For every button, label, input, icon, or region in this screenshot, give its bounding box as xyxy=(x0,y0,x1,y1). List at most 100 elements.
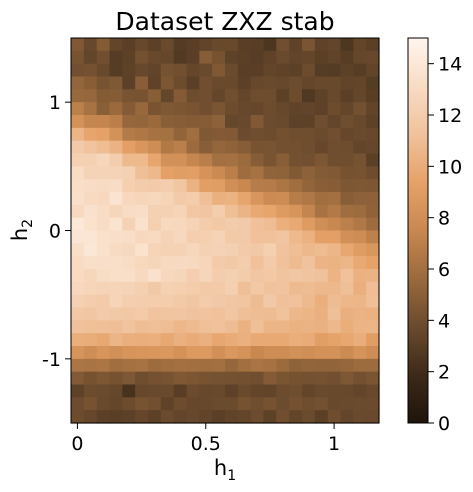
heatmap-cell xyxy=(225,76,239,90)
heatmap-cell xyxy=(327,230,342,244)
heatmap-cell xyxy=(353,320,367,334)
heatmap-cell xyxy=(160,243,175,257)
heatmap-cell xyxy=(276,397,290,411)
heatmap-cell xyxy=(186,333,200,347)
heatmap-cell xyxy=(122,256,136,270)
heatmap-cell xyxy=(302,384,316,398)
heatmap-cell xyxy=(366,217,380,232)
heatmap-cell xyxy=(212,76,226,90)
heatmap-cell xyxy=(237,179,252,193)
heatmap-cell xyxy=(314,115,329,129)
heatmap-cell xyxy=(186,63,200,78)
heatmap-cell xyxy=(83,140,98,155)
heatmap-cell xyxy=(237,102,252,116)
heatmap-cell xyxy=(353,410,367,424)
heatmap-cell xyxy=(173,256,188,270)
heatmap-cell xyxy=(71,410,85,424)
heatmap-cell xyxy=(340,294,354,309)
heatmap-cell xyxy=(276,102,290,116)
heatmap-cell xyxy=(173,115,188,129)
heatmap-cell xyxy=(199,102,213,116)
heatmap-cell xyxy=(173,102,188,116)
heatmap-cell xyxy=(148,371,162,386)
heatmap-cell xyxy=(263,166,277,180)
heatmap-cell xyxy=(353,346,367,360)
heatmap-cell xyxy=(353,358,367,373)
heatmap-cell xyxy=(366,115,380,129)
heatmap-cell xyxy=(340,397,354,411)
heatmap-cell xyxy=(212,166,226,180)
heatmap-cell xyxy=(96,76,111,90)
heatmap-cell xyxy=(340,50,354,65)
heatmap-cell xyxy=(109,153,123,167)
heatmap-cell xyxy=(250,89,265,103)
heatmap-cell xyxy=(289,243,303,257)
heatmap-cell xyxy=(250,50,265,65)
heatmap-cell xyxy=(276,153,290,167)
heatmap-cell xyxy=(160,204,175,219)
heatmap-cell xyxy=(122,384,136,398)
heatmap-cell xyxy=(212,153,226,167)
heatmap-cell xyxy=(237,256,252,270)
heatmap-cell xyxy=(148,140,162,155)
heatmap-cell xyxy=(225,166,239,180)
heatmap-cell xyxy=(366,153,380,167)
heatmap-cell xyxy=(289,166,303,180)
heatmap-cell xyxy=(109,192,123,206)
heatmap-cell xyxy=(237,63,252,78)
heatmap-cell xyxy=(160,346,175,360)
heatmap-cell xyxy=(366,307,380,321)
heatmap-cell xyxy=(225,320,239,334)
heatmap-cell xyxy=(340,320,354,334)
heatmap-cell xyxy=(186,204,200,219)
heatmap-cell xyxy=(160,217,175,232)
heatmap-cell xyxy=(263,76,277,90)
heatmap-plot-area xyxy=(71,38,380,424)
heatmap-cell xyxy=(71,102,85,116)
heatmap-cell xyxy=(186,38,200,52)
heatmap-cell xyxy=(148,38,162,52)
heatmap-cell xyxy=(135,320,149,334)
heatmap-cell xyxy=(353,333,367,347)
heatmap-cell xyxy=(225,50,239,65)
heatmap-cell xyxy=(71,63,85,78)
heatmap-cell xyxy=(148,410,162,424)
heatmap-cell xyxy=(96,38,111,52)
heatmap-cell xyxy=(353,89,367,103)
heatmap-cell xyxy=(302,115,316,129)
heatmap-cell xyxy=(276,127,290,142)
heatmap-cell xyxy=(173,89,188,103)
heatmap-cell xyxy=(109,166,123,180)
heatmap-cell xyxy=(135,192,149,206)
heatmap-cell xyxy=(237,204,252,219)
heatmap-cell xyxy=(135,358,149,373)
heatmap-cell xyxy=(83,307,98,321)
heatmap-cell xyxy=(212,333,226,347)
heatmap-cell xyxy=(199,140,213,155)
heatmap-cell xyxy=(237,358,252,373)
heatmap-cell xyxy=(199,371,213,386)
heatmap-cell xyxy=(212,371,226,386)
y-axis: -1 0 1 xyxy=(42,92,71,371)
heatmap-cell xyxy=(160,410,175,424)
heatmap-cell xyxy=(314,76,329,90)
heatmap-cell xyxy=(366,333,380,347)
heatmap-cell xyxy=(186,358,200,373)
heatmap-cell xyxy=(276,63,290,78)
heatmap-cell xyxy=(186,397,200,411)
heatmap-cell xyxy=(96,256,111,270)
heatmap-cell xyxy=(366,89,380,103)
heatmap-cell xyxy=(302,140,316,155)
heatmap-cell xyxy=(225,89,239,103)
heatmap-cell xyxy=(314,410,329,424)
heatmap-cell xyxy=(83,358,98,373)
heatmap-cell xyxy=(250,217,265,232)
heatmap-cell xyxy=(250,320,265,334)
heatmap-cell xyxy=(212,410,226,424)
heatmap-cell xyxy=(237,38,252,52)
heatmap-cell xyxy=(71,127,85,142)
heatmap-cell xyxy=(135,76,149,90)
heatmap-cell xyxy=(327,89,342,103)
heatmap-cell xyxy=(237,281,252,296)
heatmap-cell xyxy=(314,358,329,373)
